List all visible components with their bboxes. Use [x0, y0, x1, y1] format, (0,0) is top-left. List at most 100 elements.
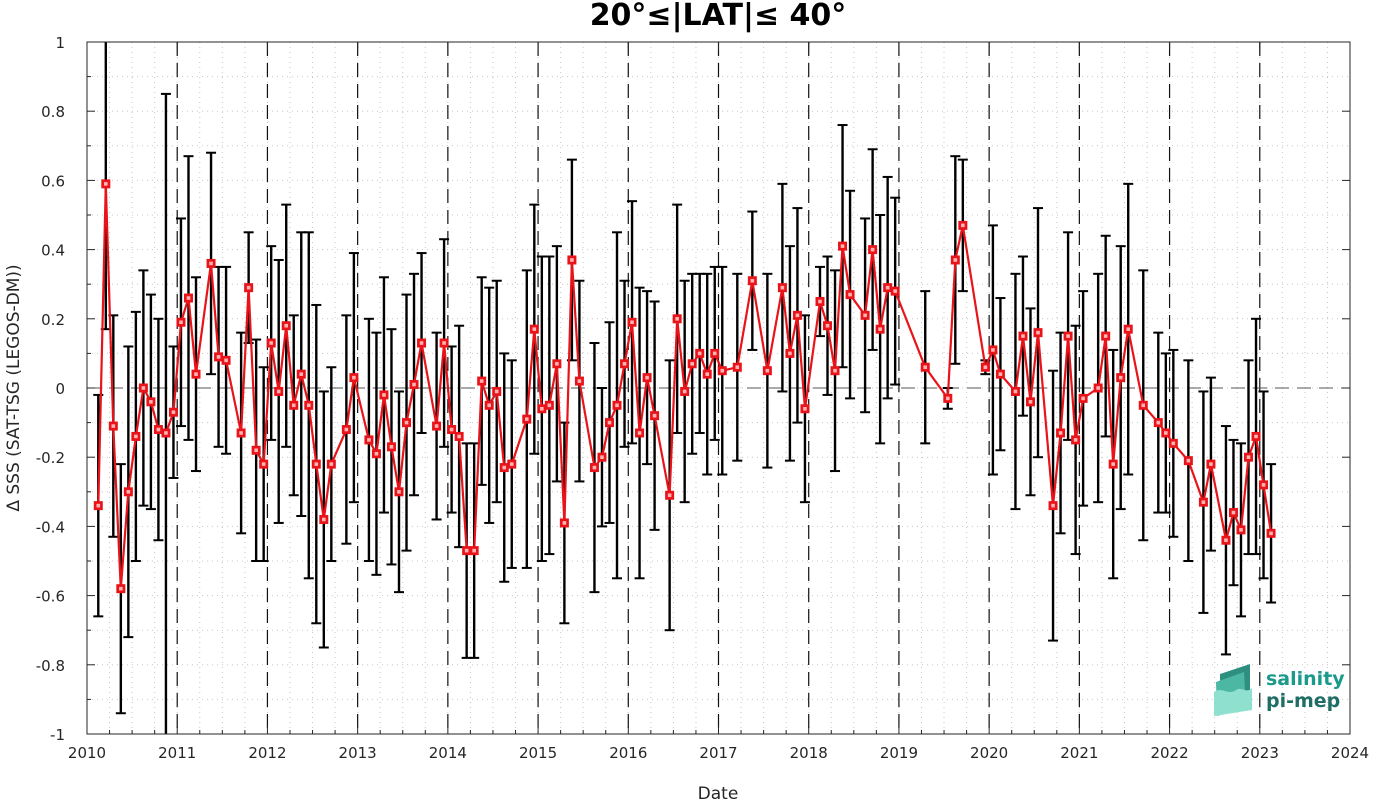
data-point-marker-center [494, 389, 499, 394]
y-tick-label: -0.2 [36, 449, 65, 467]
data-point-marker-center [1141, 403, 1146, 408]
data-point-marker-center [119, 586, 123, 591]
data-point-marker-center [291, 403, 296, 408]
data-point-marker-center [983, 365, 988, 370]
data-point-marker-center [1013, 389, 1018, 394]
data-point-marker-center [667, 493, 672, 498]
data-point-marker-center [765, 368, 770, 373]
x-tick-label: 2021 [1060, 744, 1098, 762]
data-point-marker-center [1246, 455, 1251, 459]
data-point-marker-center [1261, 483, 1266, 487]
data-point-marker-center [592, 465, 597, 470]
data-point-marker-center [149, 400, 153, 404]
data-point-marker-center [1186, 458, 1191, 463]
data-point-marker-center [457, 434, 461, 439]
data-point-marker-center [1081, 396, 1085, 401]
data-point-marker-center [652, 413, 657, 418]
series-line [97, 182, 1273, 590]
data-point-marker-center [547, 403, 552, 408]
x-tick-label: 2013 [339, 744, 377, 762]
data-point-marker-center [1103, 334, 1108, 338]
data-point-marker-center [818, 299, 822, 304]
data-point-marker-center [532, 327, 537, 331]
data-point-marker-center [893, 289, 897, 293]
data-point-marker-center [419, 341, 424, 345]
data-point-marker-center [276, 389, 281, 394]
data-point-marker-center [780, 285, 785, 290]
data-point-marker-center [246, 285, 251, 290]
x-axis-title: Date [698, 784, 739, 801]
data-point-marker-center [645, 375, 649, 380]
data-point-marker-center [1224, 538, 1228, 543]
data-point-marker-center [848, 292, 852, 297]
data-point-marker-center [329, 462, 334, 466]
data-point-marker-center [1254, 434, 1258, 439]
data-point-marker-center [186, 296, 191, 300]
data-point-marker-center [194, 372, 198, 376]
data-point-marker-center [1021, 334, 1025, 338]
data-point-marker-center [615, 403, 619, 408]
data-point-marker-center [269, 341, 273, 345]
data-point-marker-center [953, 258, 958, 262]
salinity-pi-mep-logo: salinity pi-mep [1214, 664, 1345, 716]
data-point-marker-center [1164, 431, 1168, 435]
data-point-marker-center [397, 490, 401, 494]
data-point-marker-center [306, 403, 311, 408]
data-point-marker-center [607, 420, 612, 425]
data-point-marker-center [479, 379, 484, 383]
data-point-marker-center [261, 462, 266, 466]
x-tick-label: 2010 [68, 744, 106, 762]
data-point-marker-center [720, 368, 725, 373]
data-point-marker-center [412, 382, 416, 387]
x-tick-label: 2022 [1150, 744, 1188, 762]
data-point-marker-center [1058, 431, 1063, 435]
y-tick-label: 0.4 [41, 242, 65, 260]
data-point-marker-center [442, 341, 446, 345]
data-point-marker-center [1036, 330, 1040, 335]
y-axis-ticks: 1 0.8 0.6 0.4 0.2 0 -0.2 -0.4 -0.6 -0.8 -1 [36, 34, 1350, 744]
logo-salinity-text: salinity [1266, 668, 1345, 690]
y-tick-label: -0.8 [36, 657, 65, 675]
data-point-marker-center [382, 393, 386, 397]
data-point-marker-center [675, 317, 679, 321]
y-tick-label: 0.6 [41, 172, 65, 190]
data-point-marker-center [788, 351, 792, 356]
y-tick-label: -0.4 [36, 518, 65, 536]
data-point-marker-center [697, 351, 702, 356]
data-point-marker-center [600, 455, 604, 459]
x-tick-label: 2012 [248, 744, 286, 762]
data-point-marker-center [464, 548, 469, 553]
data-point-marker-center [502, 465, 507, 470]
data-point-marker-center [404, 420, 409, 425]
data-point-marker-center [1028, 400, 1033, 404]
data-point-marker-center [555, 361, 559, 366]
data-point-marker-center [795, 313, 800, 318]
data-point-marker-center [209, 261, 213, 266]
data-point-marker-center [1066, 334, 1070, 338]
data-point-marker-center [171, 410, 176, 415]
data-point-marker-center [803, 406, 807, 411]
data-point-marker-center [622, 361, 627, 366]
y-axis-title: Δ SSS (SAT-TSG (LEGOS-DM)) [4, 264, 24, 511]
data-point-marker-center [1269, 531, 1273, 536]
data-point-marker-center [885, 285, 890, 290]
data-point-marker-center [1096, 386, 1100, 390]
data-point-marker-center [216, 355, 221, 359]
y-tick-label: 0 [55, 380, 65, 398]
x-tick-label: 2011 [158, 744, 196, 762]
chart-title: 20°≤|LAT|≤ 40° [590, 0, 847, 33]
data-point-marker-center [284, 323, 289, 328]
data-point-marker-center [577, 379, 582, 383]
data-point-marker-center [1209, 462, 1213, 466]
data-point-marker-center [134, 434, 138, 439]
data-point-marker-center [690, 361, 694, 366]
data-point-marker-center [863, 313, 867, 318]
data-point-marker-center [1201, 500, 1206, 504]
data-point-marker-center [179, 320, 183, 325]
data-point-marker-center [472, 548, 476, 553]
y-tick-label: 1 [55, 34, 65, 52]
data-point-marker-center [750, 278, 755, 283]
data-point-marker-center [239, 431, 243, 435]
x-tick-label: 2019 [880, 744, 918, 762]
data-point-marker-center [712, 351, 717, 356]
